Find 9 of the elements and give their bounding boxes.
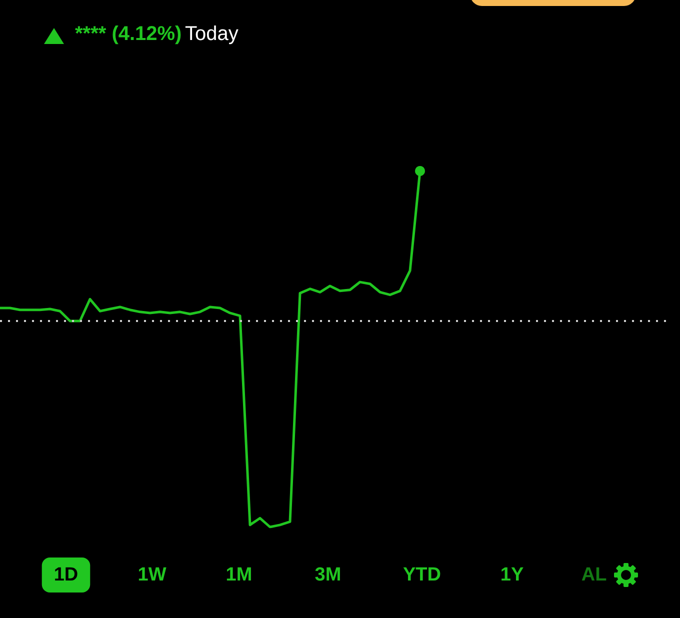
text: YTD [403, 564, 441, 586]
text: 1Y [500, 564, 524, 586]
text: 3M [314, 564, 342, 586]
text: 1D [54, 564, 78, 586]
text: 1W [138, 564, 166, 586]
text: AL [581, 564, 608, 586]
text: 1M [226, 564, 252, 586]
chart-subtitle: Today [185, 23, 238, 45]
chart-title: **** (4.12%) [75, 23, 182, 45]
